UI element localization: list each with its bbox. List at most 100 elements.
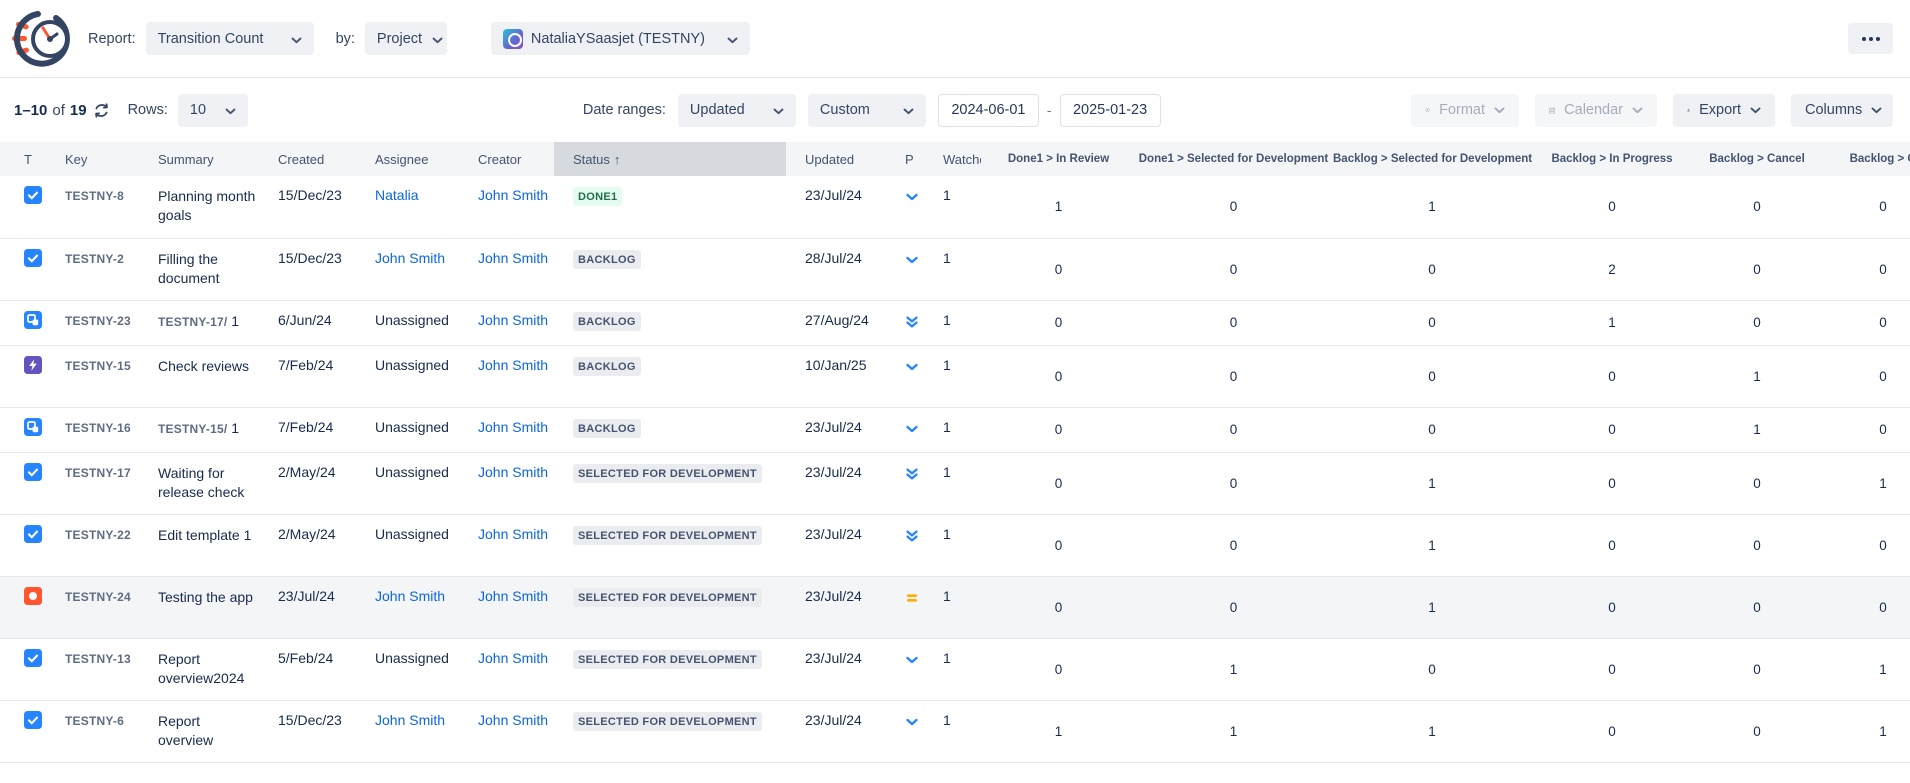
column-header-c3[interactable]: Backlog > Selected for Development [1331, 142, 1533, 176]
transition-count: 0 [1229, 599, 1238, 615]
creator-link[interactable]: John Smith [478, 249, 549, 266]
transition-count: 0 [1879, 315, 1887, 330]
creator-cell[interactable]: John Smith [459, 452, 554, 515]
count-cell-c2: 0 [1136, 176, 1331, 239]
column-header-updated[interactable]: Updated [786, 142, 886, 176]
assignee-link[interactable]: Natalia [375, 187, 419, 203]
creator-cell[interactable]: John Smith [459, 700, 554, 763]
count-cell-c6: 1 [1823, 452, 1910, 515]
count-cell-c2: 1 [1136, 638, 1331, 701]
assignee-cell[interactable]: John Smith [356, 700, 459, 763]
table-row[interactable]: TESTNY-15 Check reviews 7/Feb/24 Unassigned… [0, 345, 1910, 408]
creator-cell[interactable]: John Smith [459, 514, 554, 577]
table-row[interactable]: TESTNY-17 Waiting for release check 2/May/… [0, 452, 1910, 515]
transition-count: 0 [1054, 261, 1063, 277]
assignee-cell[interactable]: John Smith [356, 238, 459, 301]
column-header-t[interactable]: T [0, 142, 46, 176]
date-to-input[interactable]: 2025-01-23 [1059, 93, 1161, 127]
table-row[interactable]: TESTNY-22 Edit template 1 2/May/24 Unassign… [0, 514, 1910, 577]
creator-link[interactable]: John Smith [478, 463, 549, 480]
table-row[interactable]: TESTNY-23 TESTNY-17/ 1 6/Jun/24 Unassigned J… [0, 300, 1910, 346]
column-header-created[interactable]: Created [259, 142, 356, 176]
format-button[interactable]: Format [1411, 93, 1519, 127]
column-header-creator[interactable]: Creator [459, 142, 554, 176]
count-cell-c1: 1 [981, 176, 1136, 239]
updated-date: 23/Jul/24 [805, 418, 862, 435]
table-row[interactable]: TESTNY-13 Report overview2024 5/Feb/24 Unas… [0, 638, 1910, 701]
date-from-input[interactable]: 2024-06-01 [937, 93, 1039, 127]
column-header-status[interactable]: Status ↑ [554, 142, 786, 176]
chevron-down-icon [773, 103, 784, 119]
status-badge: BACKLOG [573, 418, 641, 438]
transition-count: 1 [1428, 537, 1436, 553]
creator-cell[interactable]: John Smith [459, 300, 554, 346]
creator-link[interactable]: John Smith [478, 649, 549, 666]
count-cell-c5: 0 [1691, 514, 1823, 577]
date-mode-select[interactable]: Custom [807, 93, 926, 127]
transition-count: 0 [1428, 261, 1436, 277]
created-date: 5/Feb/24 [278, 649, 334, 666]
transition-count: 1 [1879, 661, 1887, 677]
export-button[interactable]: Export [1673, 93, 1775, 127]
rows-per-page-select[interactable]: 10 [177, 93, 248, 127]
creator-cell[interactable]: John Smith [459, 638, 554, 701]
table-row[interactable]: TESTNY-2 Filling the document 15/Dec/23 Joh… [0, 238, 1910, 301]
column-header-key[interactable]: Key [46, 142, 139, 176]
column-header-c5[interactable]: Backlog > Cancel [1691, 142, 1823, 176]
column-header-c2[interactable]: Done1 > Selected for Development [1136, 142, 1331, 176]
columns-button[interactable]: Columns [1791, 93, 1893, 127]
creator-cell[interactable]: John Smith [459, 238, 554, 301]
calendar-button[interactable]: Calendar [1535, 93, 1657, 127]
count-cell-c1: 0 [981, 345, 1136, 408]
count-cell-c4: 2 [1533, 238, 1691, 301]
assignee-link[interactable]: John Smith [375, 711, 446, 728]
creator-link[interactable]: John Smith [478, 187, 549, 203]
creator-link[interactable]: John Smith [478, 525, 549, 542]
issue-key: TESTNY-23 [65, 313, 131, 328]
transition-count: 2 [1608, 261, 1616, 277]
creator-link[interactable]: John Smith [478, 587, 549, 604]
creator-cell[interactable]: John Smith [459, 176, 554, 239]
creator-link[interactable]: John Smith [478, 311, 549, 328]
report-select[interactable]: Transition Count [145, 22, 314, 55]
table-row[interactable]: TESTNY-6 Report overview 15/Dec/23 John Smi… [0, 700, 1910, 763]
assignee-link[interactable]: John Smith [375, 587, 446, 604]
creator-cell[interactable]: John Smith [459, 576, 554, 639]
creator-link[interactable]: John Smith [478, 418, 549, 435]
table-row[interactable]: TESTNY-16 TESTNY-15/ 1 7/Feb/24 Unassigned J… [0, 407, 1910, 453]
status-badge: SELECTED FOR DEVELOPMENT [573, 587, 762, 607]
column-header-c4[interactable]: Backlog > In Progress [1533, 142, 1691, 176]
creator-cell[interactable]: John Smith [459, 345, 554, 408]
creator-cell[interactable]: John Smith [459, 407, 554, 453]
more-options-button[interactable] [1848, 23, 1893, 54]
priority-low-icon [905, 190, 924, 204]
column-header-c6[interactable]: Backlog > O [1823, 142, 1910, 176]
table-row[interactable]: TESTNY-24 Testing the app 23/Jul/24 John Sm… [0, 576, 1910, 639]
refresh-icon[interactable] [93, 102, 110, 119]
column-header-c1[interactable]: Done1 > In Review [981, 142, 1136, 176]
status-cell: SELECTED FOR DEVELOPMENT [554, 638, 786, 701]
column-header-p[interactable]: P [886, 142, 924, 176]
priority-low-icon [905, 253, 924, 267]
assignee-cell[interactable]: John Smith [356, 576, 459, 639]
task-icon [24, 248, 46, 267]
assignee-link[interactable]: John Smith [375, 249, 446, 266]
priority-cell [886, 407, 924, 453]
transition-count: 0 [1879, 422, 1887, 437]
by-select[interactable]: Project [364, 22, 447, 55]
status-cell: SELECTED FOR DEVELOPMENT [554, 452, 786, 515]
project-select[interactable]: NataliaYSaasjet (TESTNY) [490, 22, 750, 55]
assignee-cell[interactable]: Natalia [356, 176, 459, 239]
creator-link[interactable]: John Smith [478, 356, 549, 373]
table-row[interactable]: TESTNY-8 Planning month goals 15/Dec/23 Nat… [0, 176, 1910, 239]
creator-link[interactable]: John Smith [478, 711, 549, 728]
column-header-summary[interactable]: Summary [139, 142, 259, 176]
task-icon [24, 524, 46, 543]
date-field-select[interactable]: Updated [677, 93, 796, 127]
count-cell-c3: 0 [1331, 345, 1533, 408]
watchers-count: 1 [943, 587, 951, 604]
transition-count: 1 [1229, 723, 1238, 739]
column-header-watchers[interactable]: Watchers [924, 142, 981, 176]
column-header-assignee[interactable]: Assignee [356, 142, 459, 176]
status-badge: BACKLOG [573, 311, 641, 331]
